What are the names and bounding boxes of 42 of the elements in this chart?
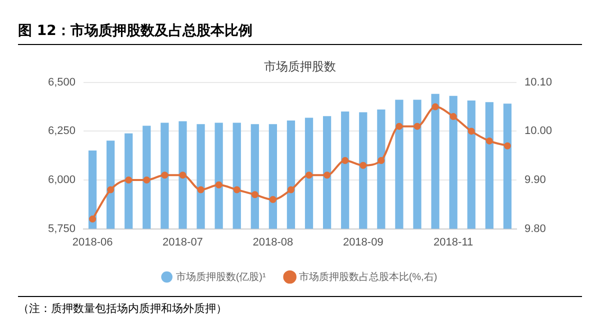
point bbox=[396, 122, 403, 130]
point bbox=[143, 176, 150, 184]
point bbox=[251, 191, 258, 198]
y-tick-label: 6,250 bbox=[48, 125, 76, 138]
x-tick-label: 2018-09 bbox=[342, 236, 384, 248]
point bbox=[287, 186, 294, 194]
y2-tick-label: 10.10 bbox=[524, 76, 552, 88]
point bbox=[179, 172, 186, 179]
point bbox=[486, 137, 493, 144]
point bbox=[432, 103, 439, 110]
y2-tick-label: 10.00 bbox=[524, 125, 552, 138]
y2-tick-label: 9.90 bbox=[524, 174, 546, 186]
legend-label: 市场质押股数占总股本比(%,右) bbox=[298, 270, 438, 283]
point bbox=[125, 176, 132, 184]
point bbox=[197, 186, 204, 194]
point bbox=[324, 172, 331, 179]
y-tick-label: 6,000 bbox=[48, 174, 76, 186]
point bbox=[468, 128, 475, 135]
point bbox=[269, 196, 276, 204]
point bbox=[215, 181, 222, 188]
point bbox=[107, 186, 114, 194]
text: （注：质押数量包括场内质押和场外质押） bbox=[18, 296, 582, 316]
x-tick-label: 2018-11 bbox=[434, 236, 474, 248]
point bbox=[414, 122, 421, 130]
chart-title: 图 12：市场质押股数及占总股本比例 bbox=[18, 22, 582, 45]
legend-label: 市场质押股数(亿股)¹ bbox=[176, 270, 266, 283]
point bbox=[89, 216, 96, 223]
point bbox=[504, 142, 511, 150]
point bbox=[450, 113, 457, 120]
point bbox=[233, 186, 240, 194]
y-tick-label: 6,500 bbox=[48, 76, 76, 88]
point bbox=[360, 162, 367, 169]
x-tick-label: 2018-08 bbox=[252, 236, 294, 248]
point bbox=[306, 172, 313, 179]
point bbox=[378, 156, 385, 164]
x-tick-label: 2018-06 bbox=[72, 236, 113, 248]
chart-subtitle: 市场质押股数 bbox=[264, 60, 336, 74]
y2-tick-label: 9.80 bbox=[524, 222, 546, 235]
point bbox=[342, 156, 349, 164]
y-tick-label: 5,750 bbox=[48, 222, 76, 235]
x-tick-label: 2018-07 bbox=[162, 236, 203, 248]
point bbox=[161, 172, 168, 179]
